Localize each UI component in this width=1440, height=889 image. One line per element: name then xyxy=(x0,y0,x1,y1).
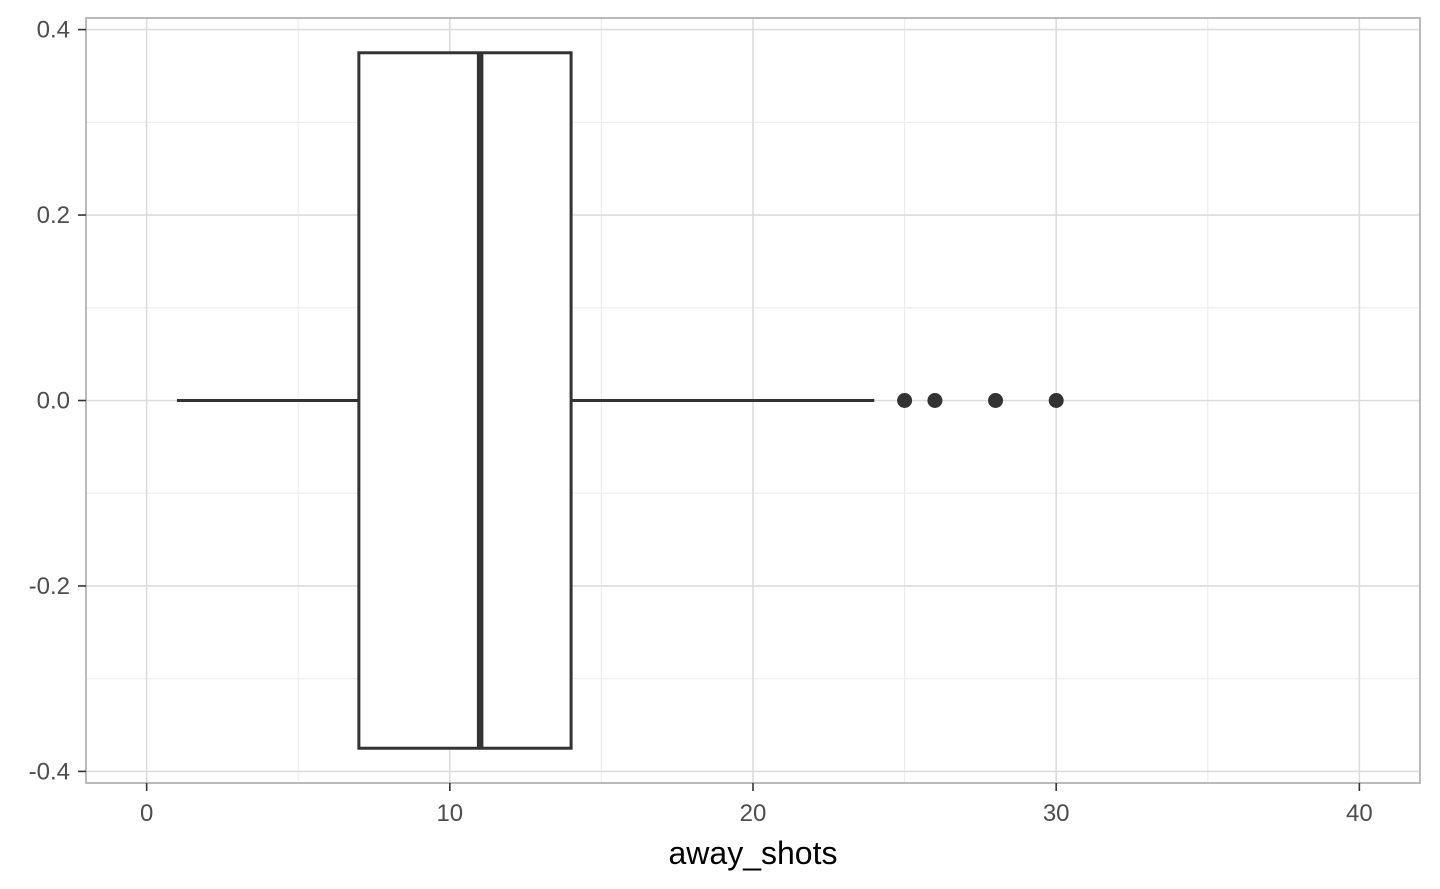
x-tick-label: 30 xyxy=(1043,800,1070,827)
boxplot xyxy=(176,51,1064,750)
outlier-point xyxy=(988,393,1004,408)
y-tick-label: 0.2 xyxy=(37,202,70,229)
y-tick-label: -0.4 xyxy=(29,758,70,785)
outlier-point xyxy=(897,393,913,408)
x-tick-label: 40 xyxy=(1346,800,1373,827)
outlier-point xyxy=(1048,393,1064,408)
grid-lines xyxy=(86,18,1420,783)
x-tick-label: 20 xyxy=(740,800,767,827)
axes: 0 10 20 30 40 0.4 0.2 0.0 -0.2 -0.4 xyxy=(29,17,1373,827)
y-tick-label: -0.2 xyxy=(29,573,70,600)
interquartile-box xyxy=(357,51,573,750)
x-axis-title: away_shots xyxy=(669,835,838,871)
outlier-point xyxy=(927,393,943,408)
x-tick-label: 10 xyxy=(436,800,463,827)
y-tick-label: 0.4 xyxy=(37,17,70,44)
x-tick-label: 0 xyxy=(140,800,153,827)
y-tick-label: 0.0 xyxy=(37,388,70,415)
